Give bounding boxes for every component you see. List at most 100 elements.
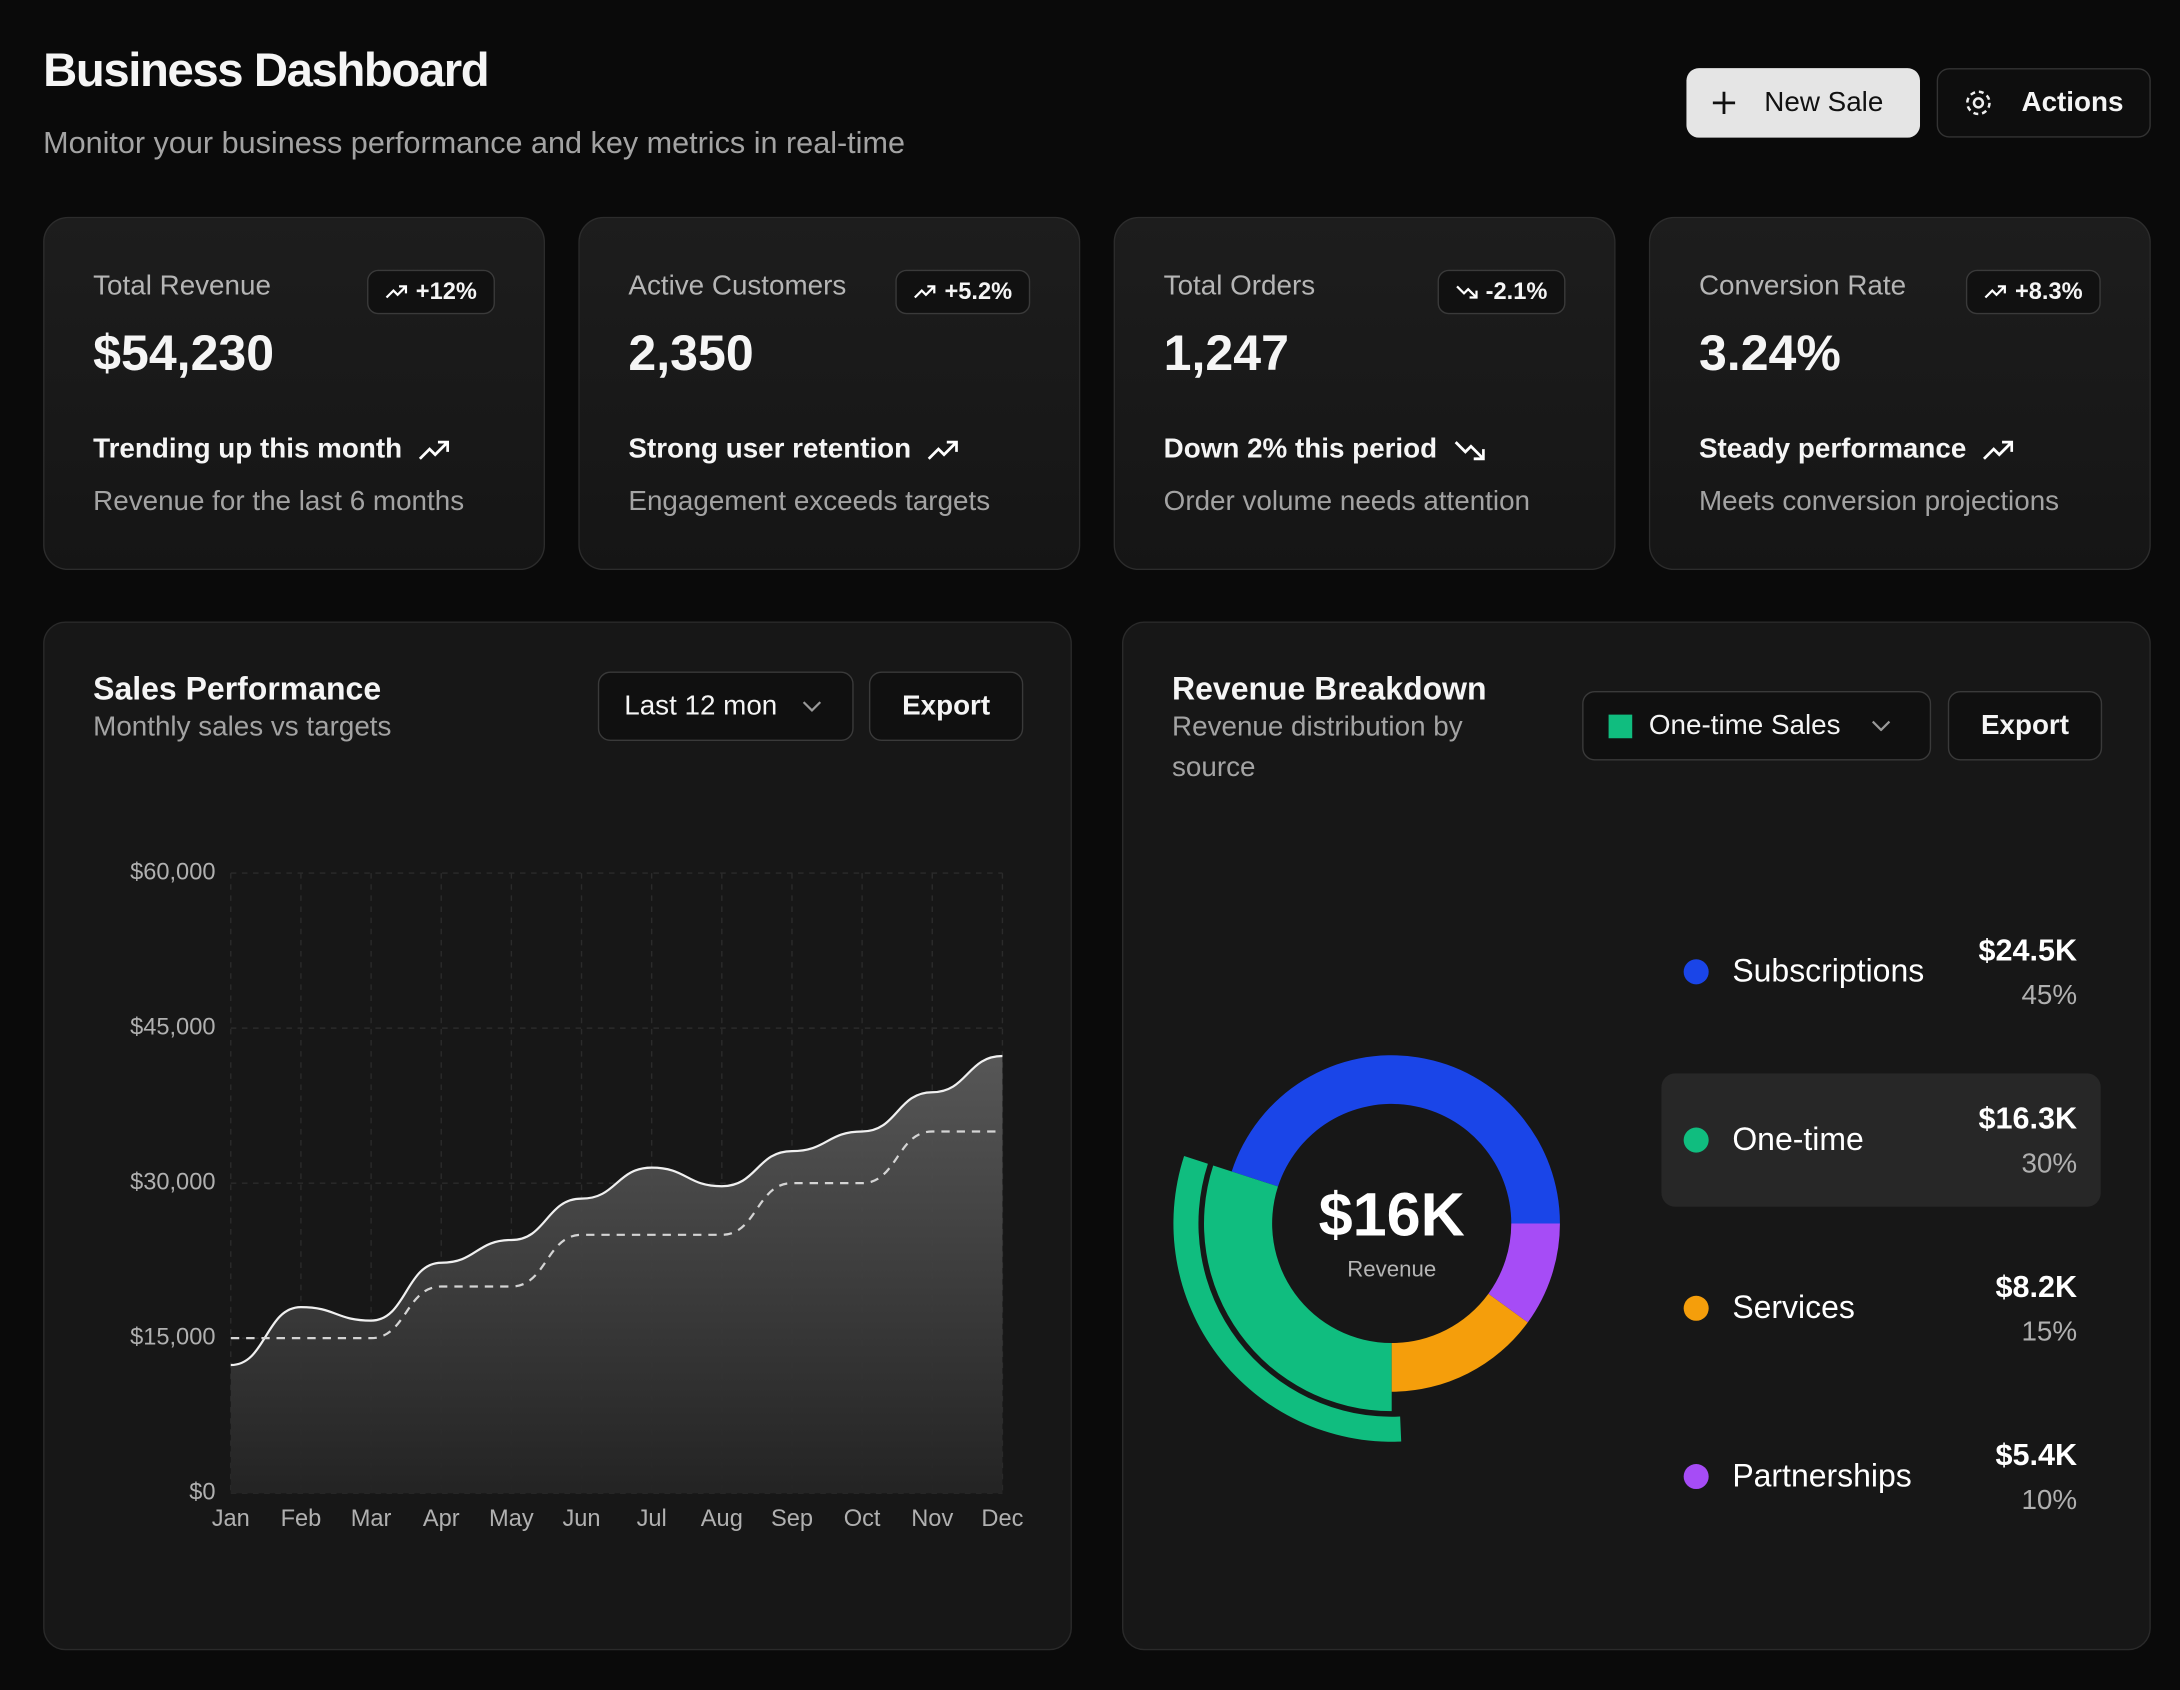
kpi-note: Meets conversion projections	[1698, 486, 2060, 518]
button-label: Export	[1980, 709, 2070, 741]
panel-title: Revenue Breakdown	[1172, 670, 1487, 707]
legend-label: Partnerships	[1732, 1457, 1911, 1493]
actions-button[interactable]: Actions	[1936, 68, 2151, 138]
legend-label: Services	[1732, 1289, 1855, 1325]
kpi-card: Active Customers +5.2% 2,350 Strong user…	[578, 216, 1081, 571]
export-button[interactable]: Export	[1947, 690, 2103, 761]
x-tick-label: Oct	[844, 1506, 881, 1532]
donut-segment-highlight	[1173, 1156, 1402, 1442]
kpi-badge: +8.3%	[1966, 269, 2101, 315]
target-line	[230, 1130, 1003, 1340]
x-tick-label: May	[489, 1506, 534, 1532]
legend-dot	[1683, 1463, 1709, 1490]
x-tick-label: Feb	[281, 1506, 322, 1532]
chevron-icon	[1871, 720, 1890, 732]
center-value: $16K	[1319, 1180, 1465, 1248]
x-tick-label: Apr	[423, 1506, 460, 1532]
donut-segment	[1391, 1293, 1528, 1392]
legend-row-active	[1661, 1073, 2101, 1207]
legend-percent: 45%	[2021, 979, 2077, 1010]
kpi-trend: Strong user retention	[628, 434, 959, 466]
trend-icon	[1985, 285, 2007, 299]
legend-dot	[1683, 959, 1709, 985]
kpi-badge-text: -2.1%	[1485, 278, 1548, 305]
kpi-value: 3.24%	[1698, 323, 1841, 381]
x-tick-label: Aug	[701, 1506, 743, 1532]
range-select[interactable]: Last 12 mon	[597, 671, 854, 742]
area	[230, 1056, 1003, 1494]
legend-amount: $24.5K	[1979, 933, 2078, 967]
export-button[interactable]: Export	[868, 671, 1024, 742]
kpi-label: Conversion Rate	[1698, 271, 1907, 302]
gear-icon	[1966, 90, 1991, 116]
kpi-label: Total Revenue	[93, 271, 271, 302]
kpi-badge-text: +5.2%	[944, 278, 1013, 305]
kpi-note: Order volume needs attention	[1163, 486, 1531, 518]
y-tick-label: $60,000	[130, 859, 215, 885]
kpi-note: Revenue for the last 6 months	[93, 486, 465, 518]
new-sale-button[interactable]: New Sale	[1686, 68, 1921, 138]
x-tick-label: Jun	[562, 1506, 600, 1532]
kpi-badge-text: +12%	[415, 278, 477, 305]
kpi-badge-text: +8.3%	[2014, 278, 2083, 305]
page-title: Business Dashboard	[43, 44, 490, 98]
kpi-card: Total Revenue +12% $54,230 Trending up t…	[43, 216, 545, 571]
y-tick-label: $30,000	[130, 1169, 215, 1195]
page-subtitle: Monitor your business performance and ke…	[43, 125, 905, 160]
kpi-trend-text: Down 2% this period	[1163, 433, 1438, 465]
x-tick-label: Jul	[637, 1506, 667, 1532]
x-tick-label: Sep	[771, 1506, 813, 1532]
select-swatch	[1608, 713, 1633, 738]
kpi-label: Active Customers	[628, 271, 847, 302]
legend-amount: $16.3K	[1979, 1102, 2078, 1136]
kpi-value: $54,230	[93, 323, 275, 381]
legend-amount: $5.4K	[1996, 1438, 2078, 1472]
trend-icon	[928, 440, 959, 460]
chevron-icon	[802, 701, 822, 712]
source-select[interactable]: One-time Sales	[1582, 690, 1932, 761]
legend-percent: 15%	[2021, 1316, 2077, 1347]
panel-subtitle: Monthly sales vs targets	[93, 711, 392, 743]
kpi-card: Total Orders -2.1% 1,247 Down 2% this pe…	[1113, 216, 1616, 571]
legend-amount: $8.2K	[1996, 1270, 2078, 1304]
legend-label: One-time	[1732, 1121, 1863, 1157]
kpi-value: 1,247	[1163, 323, 1289, 381]
button-label: Actions	[2021, 86, 2124, 118]
sales-line	[230, 1054, 1003, 1367]
y-tick-label: $0	[189, 1479, 215, 1505]
kpi-trend: Trending up this month	[93, 433, 450, 466]
trend-icon	[419, 440, 450, 460]
trend-icon	[385, 285, 408, 299]
x-tick-label: Mar	[351, 1506, 392, 1532]
select-text: Last 12 mon	[624, 690, 778, 721]
kpi-badge: -2.1%	[1436, 269, 1566, 315]
center-label: Revenue	[1347, 1257, 1436, 1282]
button-label: New Sale	[1764, 86, 1884, 118]
kpi-note: Engagement exceeds targets	[628, 486, 991, 518]
trend-icon	[1455, 285, 1478, 299]
y-tick-label: $15,000	[130, 1324, 215, 1350]
x-tick-label: Jan	[212, 1506, 250, 1532]
kpi-trend: Steady performance	[1699, 434, 2014, 466]
kpi-trend-text: Trending up this month	[93, 433, 403, 465]
trend-icon	[1454, 440, 1485, 460]
kpi-trend: Down 2% this period	[1164, 434, 1485, 466]
button-label: Export	[902, 690, 991, 721]
donut-segment	[1204, 1165, 1392, 1412]
panel-title: Sales Performance	[93, 670, 382, 707]
kpi-badge: +5.2%	[895, 269, 1031, 315]
kpi-label: Total Orders	[1163, 271, 1316, 302]
legend-dot	[1683, 1127, 1709, 1153]
legend-percent: 10%	[2021, 1484, 2077, 1515]
plus-icon	[1712, 91, 1736, 115]
kpi-trend-text: Steady performance	[1698, 433, 1967, 465]
donut-segment	[1231, 1055, 1560, 1224]
panel-subtitle: Revenue distribution by source	[1172, 711, 1463, 783]
select-text: One-time Sales	[1648, 709, 1841, 741]
trend-icon	[914, 285, 936, 299]
kpi-badge: +12%	[367, 269, 495, 315]
